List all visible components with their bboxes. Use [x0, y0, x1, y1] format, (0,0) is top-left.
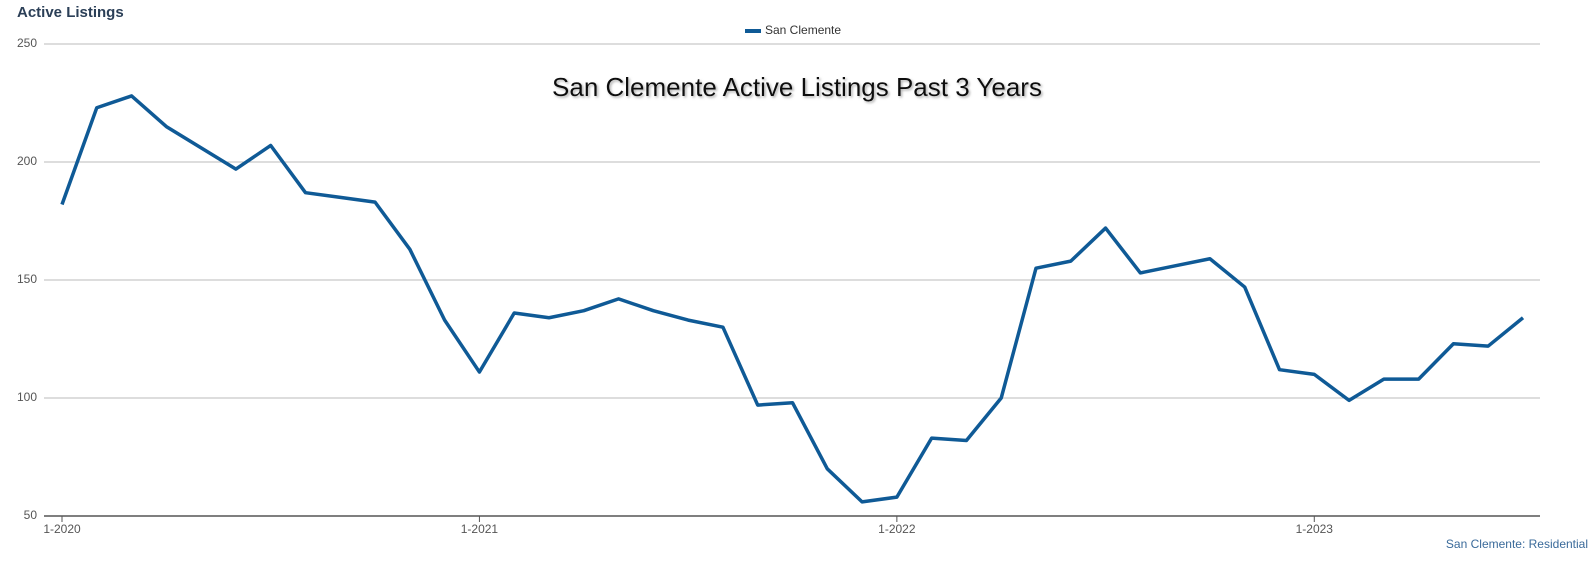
x-tick-label: 1-2020: [43, 522, 81, 536]
y-tick-label: 50: [24, 508, 38, 522]
y-tick-label: 200: [17, 154, 37, 168]
x-tick-label: 1-2023: [1296, 522, 1334, 536]
x-tick-label: 1-2022: [878, 522, 916, 536]
legend-label: San Clemente: [765, 23, 841, 37]
y-tick-label: 150: [17, 272, 37, 286]
x-tick-label: 1-2021: [461, 522, 499, 536]
chart-title: Active Listings: [17, 4, 124, 21]
y-tick-label: 100: [17, 390, 37, 404]
credit: San Clemente: Residential: [1446, 537, 1588, 551]
line-series: [60, 94, 1525, 504]
y-tick-label: 250: [17, 36, 37, 50]
annotation: San Clemente Active Listings Past 3 Year…: [552, 72, 1042, 102]
